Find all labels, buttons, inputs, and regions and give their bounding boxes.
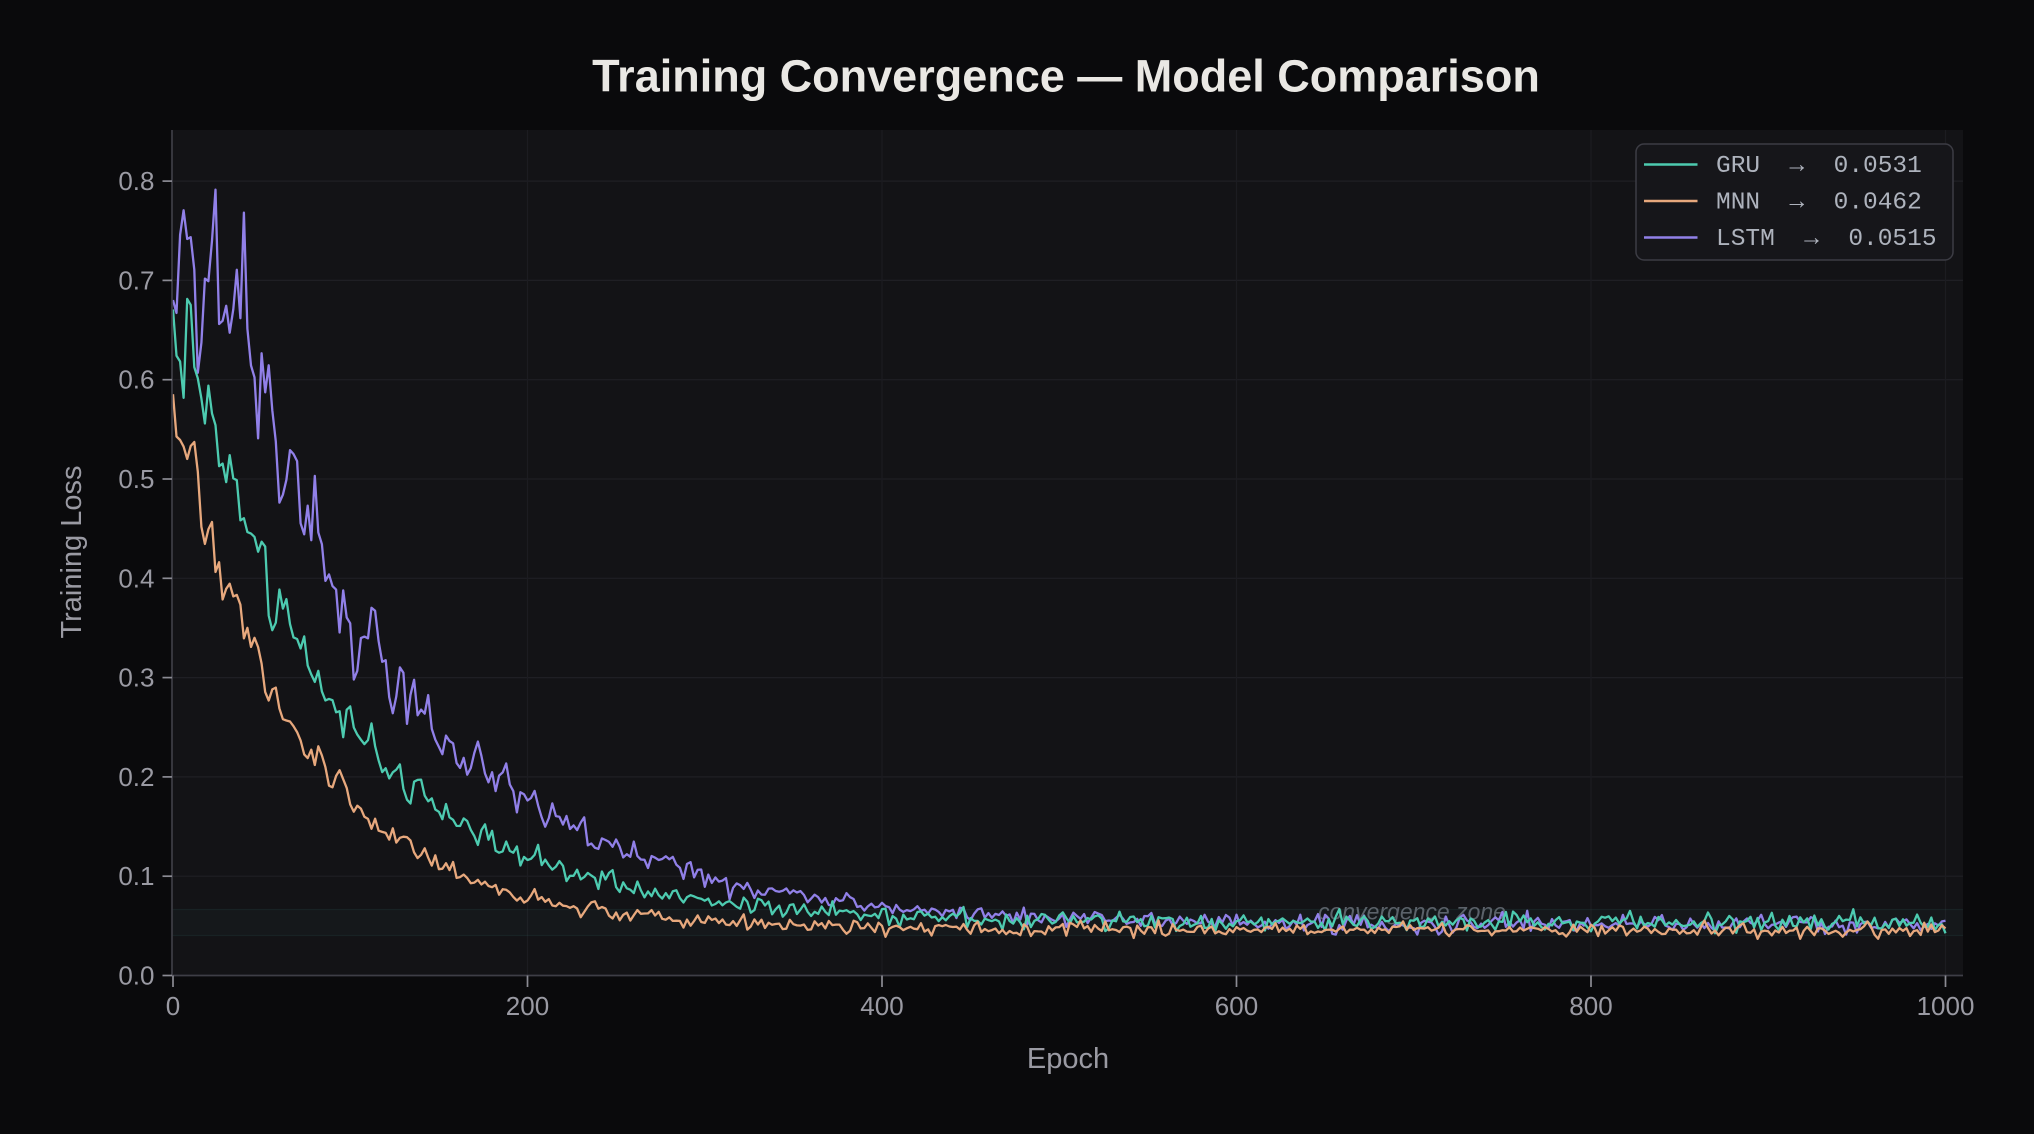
svg-text:200: 200	[506, 991, 549, 1021]
svg-text:0: 0	[166, 991, 180, 1021]
svg-text:0.3: 0.3	[118, 663, 154, 693]
svg-text:0.7: 0.7	[118, 265, 154, 295]
svg-text:0.4: 0.4	[118, 563, 154, 593]
svg-text:1000: 1000	[1917, 991, 1975, 1021]
svg-text:Training Loss: Training Loss	[56, 465, 88, 638]
svg-text:0.2: 0.2	[118, 762, 154, 792]
svg-text:0.5: 0.5	[118, 464, 154, 494]
svg-text:MNN → 0.0462: MNN → 0.0462	[1716, 189, 1922, 216]
svg-text:0.6: 0.6	[118, 365, 154, 395]
svg-text:400: 400	[860, 991, 903, 1021]
svg-text:Epoch: Epoch	[1027, 1043, 1109, 1075]
svg-text:LSTM → 0.0515: LSTM → 0.0515	[1716, 226, 1937, 253]
svg-text:0.1: 0.1	[118, 861, 154, 891]
svg-text:800: 800	[1569, 991, 1612, 1021]
svg-text:0.8: 0.8	[118, 166, 154, 196]
svg-text:GRU → 0.0531: GRU → 0.0531	[1716, 153, 1922, 180]
svg-text:Training Convergence — Model C: Training Convergence — Model Comparison	[592, 51, 1540, 102]
svg-text:0.0: 0.0	[118, 961, 154, 991]
svg-text:600: 600	[1215, 991, 1258, 1021]
